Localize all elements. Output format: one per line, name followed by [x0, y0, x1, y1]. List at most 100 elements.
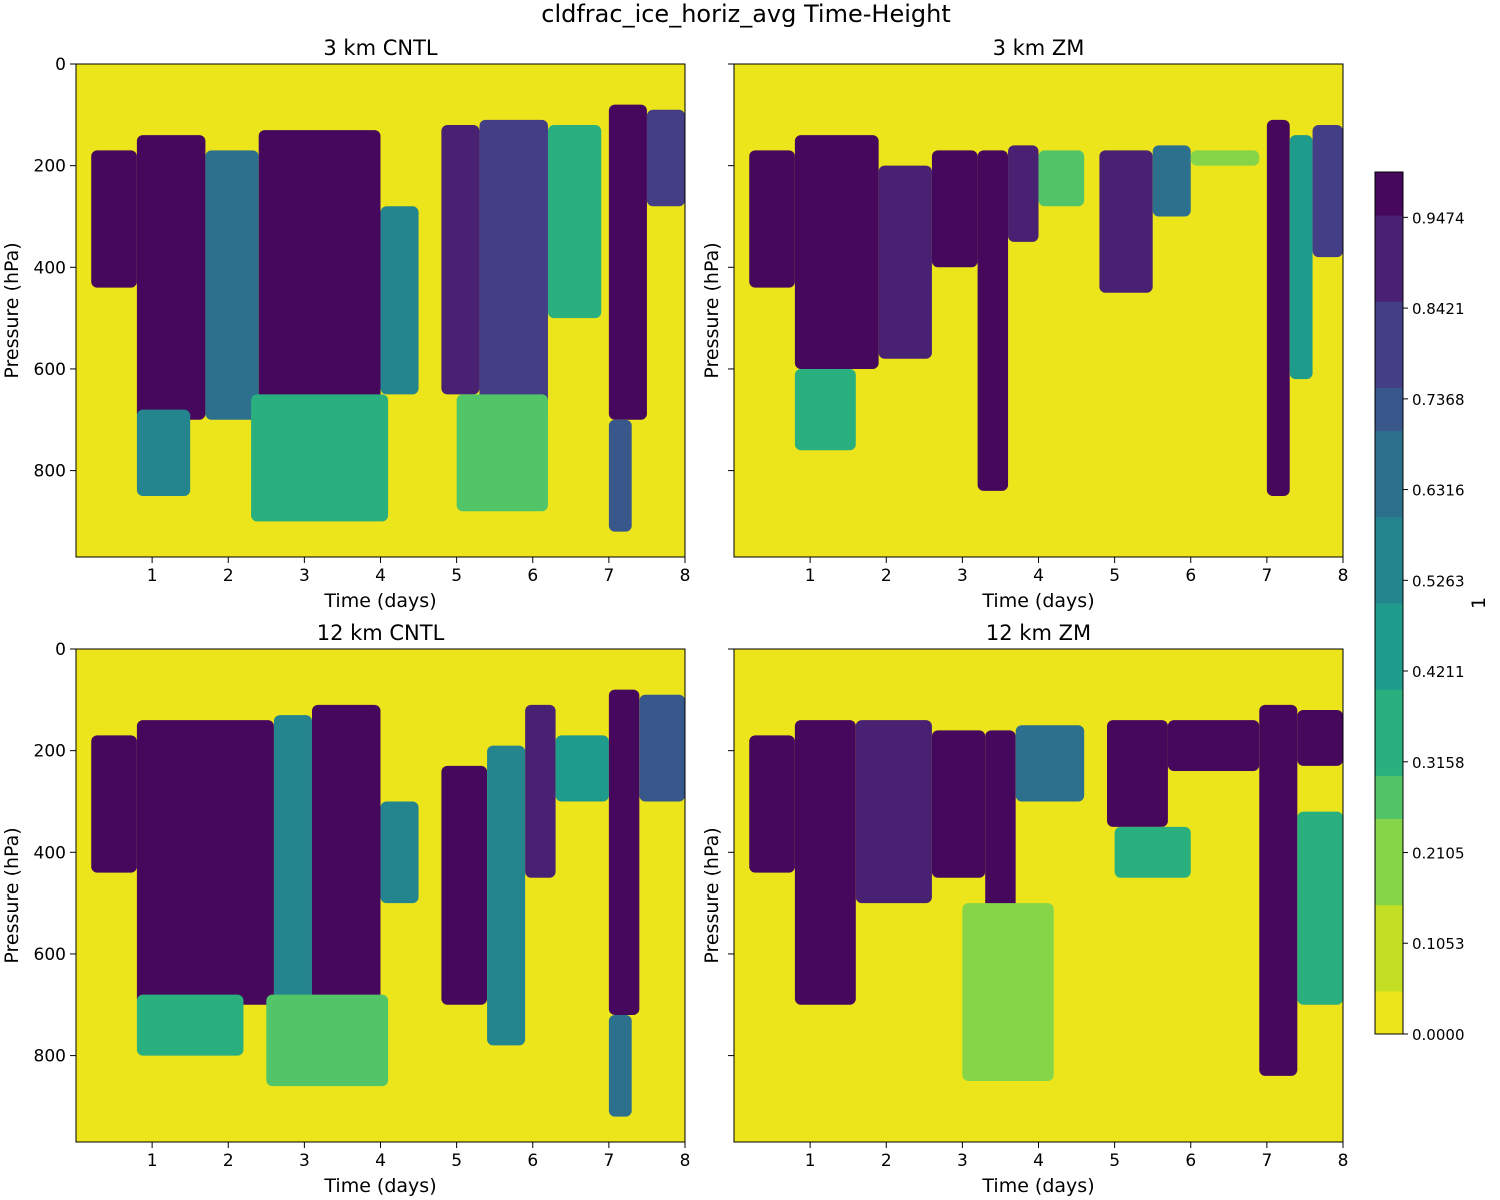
colorbar-segment	[1375, 559, 1403, 604]
cloud-region	[639, 694, 685, 802]
x-tick-label: 1	[147, 1151, 158, 1171]
colorbar-tick-label: 0.8421	[1412, 300, 1465, 318]
colorbar-label: 1	[1468, 597, 1490, 609]
x-axis-label: Time (days)	[981, 590, 1094, 612]
cloud-region	[441, 124, 480, 395]
cloud-region	[1015, 725, 1085, 802]
panel-title: 12 km CNTL	[317, 621, 445, 645]
x-tick-label: 2	[881, 566, 892, 586]
cloud-region	[1099, 150, 1153, 293]
x-axis-label: Time (days)	[981, 1175, 1094, 1197]
cloud-region	[794, 720, 856, 1005]
x-tick-label: 3	[299, 1151, 310, 1171]
colorbar-tick-label: 0.6316	[1412, 482, 1465, 500]
cloud-region	[1266, 119, 1290, 497]
cloud-region	[1107, 720, 1168, 827]
colorbar-segment	[1375, 990, 1403, 1035]
colorbar-segment	[1375, 215, 1403, 259]
cloud-region	[479, 119, 548, 420]
cloud-region	[136, 135, 206, 420]
cloud-region	[1114, 826, 1191, 878]
cloud-region	[1038, 150, 1085, 207]
x-tick-label: 7	[603, 566, 614, 586]
cloud-region	[794, 368, 856, 451]
cloud-region	[608, 419, 632, 532]
cloud-region	[608, 689, 640, 1015]
x-tick-label: 4	[375, 566, 386, 586]
x-axis-label: Time (days)	[323, 1175, 436, 1197]
cloud-region	[136, 720, 274, 1005]
x-tick-label: 8	[1338, 1151, 1349, 1171]
y-tick-label: 800	[34, 462, 66, 482]
x-tick-label: 7	[603, 1151, 614, 1171]
x-tick-label: 8	[680, 566, 691, 586]
x-tick-label: 7	[1261, 1151, 1272, 1171]
cloud-region	[525, 704, 556, 878]
colorbar-segment	[1375, 473, 1403, 518]
x-tick-label: 5	[451, 1151, 462, 1171]
x-tick-label: 3	[957, 566, 968, 586]
y-tick-label: 0	[55, 55, 66, 75]
cloud-region	[456, 394, 548, 512]
cloud-region	[1152, 145, 1191, 217]
cloud-region	[878, 165, 932, 359]
colorbar-segment	[1375, 775, 1403, 819]
x-tick-label: 2	[223, 566, 234, 586]
cloud-region	[749, 735, 795, 873]
colorbar-tick-label: 0.5263	[1412, 572, 1465, 590]
cloud-region	[608, 104, 647, 420]
cloud-region	[1297, 709, 1343, 766]
colorbar-segment	[1375, 603, 1403, 647]
cloud-region	[487, 745, 526, 1046]
y-axis-label: Pressure (hPa)	[701, 827, 723, 963]
cloud-region	[1259, 704, 1298, 1076]
colorbar-segment	[1375, 732, 1403, 776]
panel-title: 3 km ZM	[993, 36, 1085, 60]
cloud-region	[1312, 124, 1343, 258]
y-tick-label: 400	[34, 843, 66, 863]
x-tick-label: 5	[451, 566, 462, 586]
colorbar-frame	[1374, 171, 1404, 1035]
x-tick-label: 8	[1338, 566, 1349, 586]
x-tick-label: 4	[1033, 1151, 1044, 1171]
colorbar-tick-label: 0.1053	[1412, 935, 1465, 953]
cloud-region	[608, 1014, 632, 1117]
colorbar-tick-label: 0.0000	[1412, 1026, 1465, 1044]
cloud-region	[1297, 811, 1343, 1005]
panel-bottom-left: 12 km CNTL 1 2 3 4 5 6 7 8 0 200 400 600 800 Time (day…	[1, 621, 690, 1197]
cloud-region	[749, 150, 795, 288]
colorbar-segment	[1375, 387, 1403, 432]
cloud-region	[380, 801, 419, 904]
panel-bottom-right: 12 km ZM 1 2 3 4 5 6 7 8 Time (days) Pressure (hPa…	[701, 621, 1348, 1197]
cloud-region	[136, 994, 244, 1056]
cloud-region	[555, 735, 609, 802]
cloud-region	[931, 730, 986, 878]
cloud-region	[311, 704, 381, 1005]
cloud-region	[205, 150, 259, 420]
cloud-region	[91, 735, 137, 873]
x-tick-label: 6	[1185, 566, 1196, 586]
colorbar-segment	[1375, 947, 1403, 992]
y-tick-label: 200	[34, 157, 66, 177]
cloud-region	[441, 765, 488, 1005]
colorbar-segment	[1375, 430, 1403, 475]
x-tick-label: 3	[299, 566, 310, 586]
x-tick-label: 5	[1109, 1151, 1120, 1171]
cloud-region	[1008, 145, 1039, 242]
x-tick-label: 8	[680, 1151, 691, 1171]
cloud-region	[1190, 150, 1260, 166]
panel-top-left: 3 km CNTL 1 2 3 4 5 6 7 8 0 200 400 600 800 Time (days…	[1, 36, 690, 612]
y-tick-label: 0	[55, 640, 66, 660]
x-tick-label: 1	[805, 1151, 816, 1171]
y-axis-label: Pressure (hPa)	[1, 242, 23, 378]
cloud-region	[1167, 720, 1260, 771]
colorbar-segment	[1375, 689, 1403, 733]
y-tick-label: 600	[34, 360, 66, 380]
cloud-region	[266, 994, 389, 1087]
colorbar-segment	[1375, 646, 1403, 690]
y-tick-label: 600	[34, 945, 66, 965]
cloud-region	[547, 124, 602, 319]
cloud-region	[380, 206, 419, 395]
cloud-region	[855, 720, 932, 904]
cloud-region	[273, 715, 312, 1005]
